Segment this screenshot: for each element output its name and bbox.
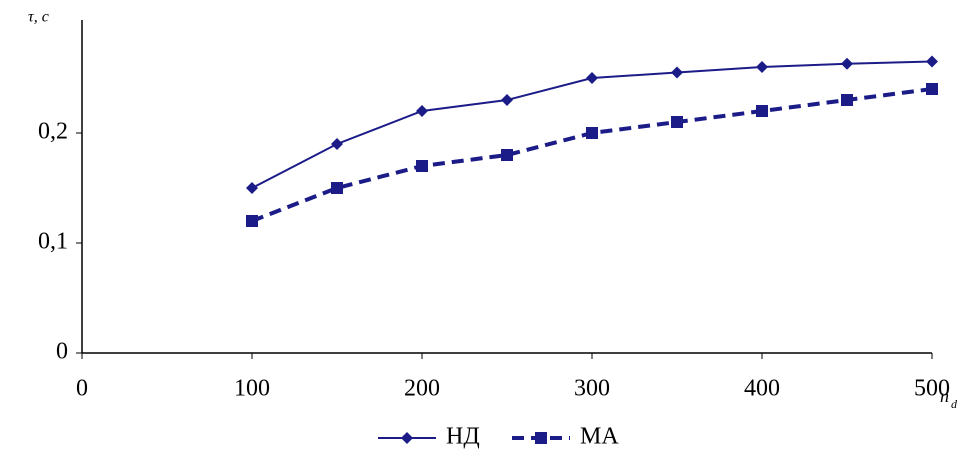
legend-label: МА <box>580 424 619 450</box>
point <box>246 215 258 227</box>
point <box>416 105 428 117</box>
legend-marker <box>401 432 413 444</box>
point <box>331 138 343 150</box>
point <box>841 94 853 106</box>
x-tick-label: 300 <box>574 376 610 402</box>
point <box>671 116 683 128</box>
x-tick-label: 0 <box>76 376 88 402</box>
point <box>756 61 768 73</box>
legend-marker <box>535 432 547 444</box>
point <box>926 55 938 68</box>
point <box>586 127 598 139</box>
point <box>246 182 258 194</box>
x-tick-label: 400 <box>744 376 780 402</box>
y-axis-label: τ, c <box>28 9 49 26</box>
point <box>331 182 343 194</box>
point <box>841 57 853 70</box>
legend-label: НД <box>446 424 480 450</box>
y-tick-label: 0 <box>56 339 68 365</box>
x-tick-label: 200 <box>404 376 440 402</box>
x-axis-label-subscript: d <box>951 397 958 411</box>
point <box>416 160 428 172</box>
x-tick-label: 500 <box>914 376 950 402</box>
y-tick-label: 0,2 <box>38 119 68 145</box>
x-axis-label: n <box>940 386 949 406</box>
y-tick-label: 0,1 <box>38 229 68 255</box>
series-line <box>251 87 933 223</box>
x-tick-label: 100 <box>234 376 270 402</box>
point <box>671 66 683 79</box>
point <box>501 94 513 106</box>
point <box>756 105 768 117</box>
point <box>586 72 598 84</box>
point <box>926 83 938 95</box>
point <box>501 149 513 161</box>
